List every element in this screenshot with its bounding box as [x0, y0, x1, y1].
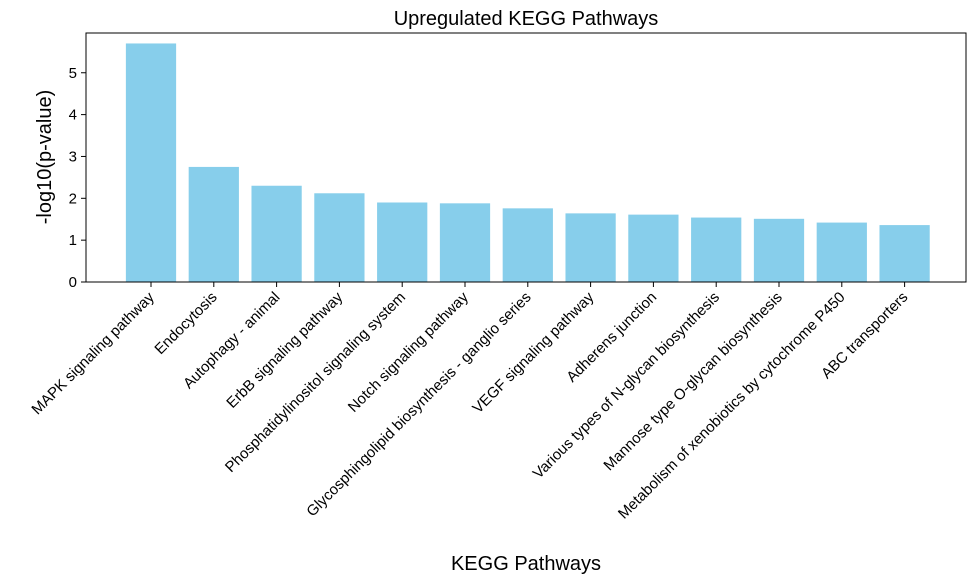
bars-group: [125, 43, 930, 282]
bar-7: [565, 213, 616, 282]
x-axis: MAPK signaling pathwayEndocytosisAutopha…: [28, 282, 911, 522]
bar-5: [439, 203, 491, 282]
y-tick-label-2: 2: [69, 190, 77, 207]
y-axis: 0 1 2 3 4 5: [69, 65, 86, 291]
chart-title: Upregulated KEGG Pathways: [394, 8, 659, 30]
bar-12: [879, 225, 930, 282]
y-tick-label-5: 5: [69, 65, 77, 82]
y-tick-label-3: 3: [69, 148, 77, 165]
bar-9: [691, 217, 742, 282]
bar-6: [502, 208, 553, 282]
x-tick-label-5: Notch signaling pathway: [345, 288, 472, 415]
bar-8: [628, 214, 679, 282]
bar-1: [188, 166, 239, 282]
y-tick-label-4: 4: [69, 107, 77, 124]
bar-0: [125, 43, 177, 282]
bar-4: [377, 202, 428, 282]
x-tick-label-3: ErbB signaling pathway: [223, 288, 346, 411]
x-tick-label-7: VEGF signaling pathway: [469, 288, 598, 417]
bar-3: [314, 193, 365, 282]
y-tick-label-1: 1: [69, 232, 77, 249]
y-axis-label: -log10(p-value): [34, 90, 56, 225]
plot-frame: [85, 32, 967, 283]
x-tick-label-1: Endocytosis: [151, 289, 220, 358]
x-tick-label-11: Metabolism of xenobiotics by cytochrome …: [615, 289, 849, 523]
x-tick-label-0: MAPK signaling pathway: [28, 288, 158, 418]
bar-11: [816, 222, 867, 282]
y-tick-label-0: 0: [69, 274, 77, 291]
x-axis-label: KEGG Pathways: [451, 553, 601, 575]
bar-2: [251, 185, 302, 282]
bar-10: [753, 218, 805, 282]
x-tick-label-6: Glycosphingolipid biosynthesis - ganglio…: [303, 289, 534, 520]
